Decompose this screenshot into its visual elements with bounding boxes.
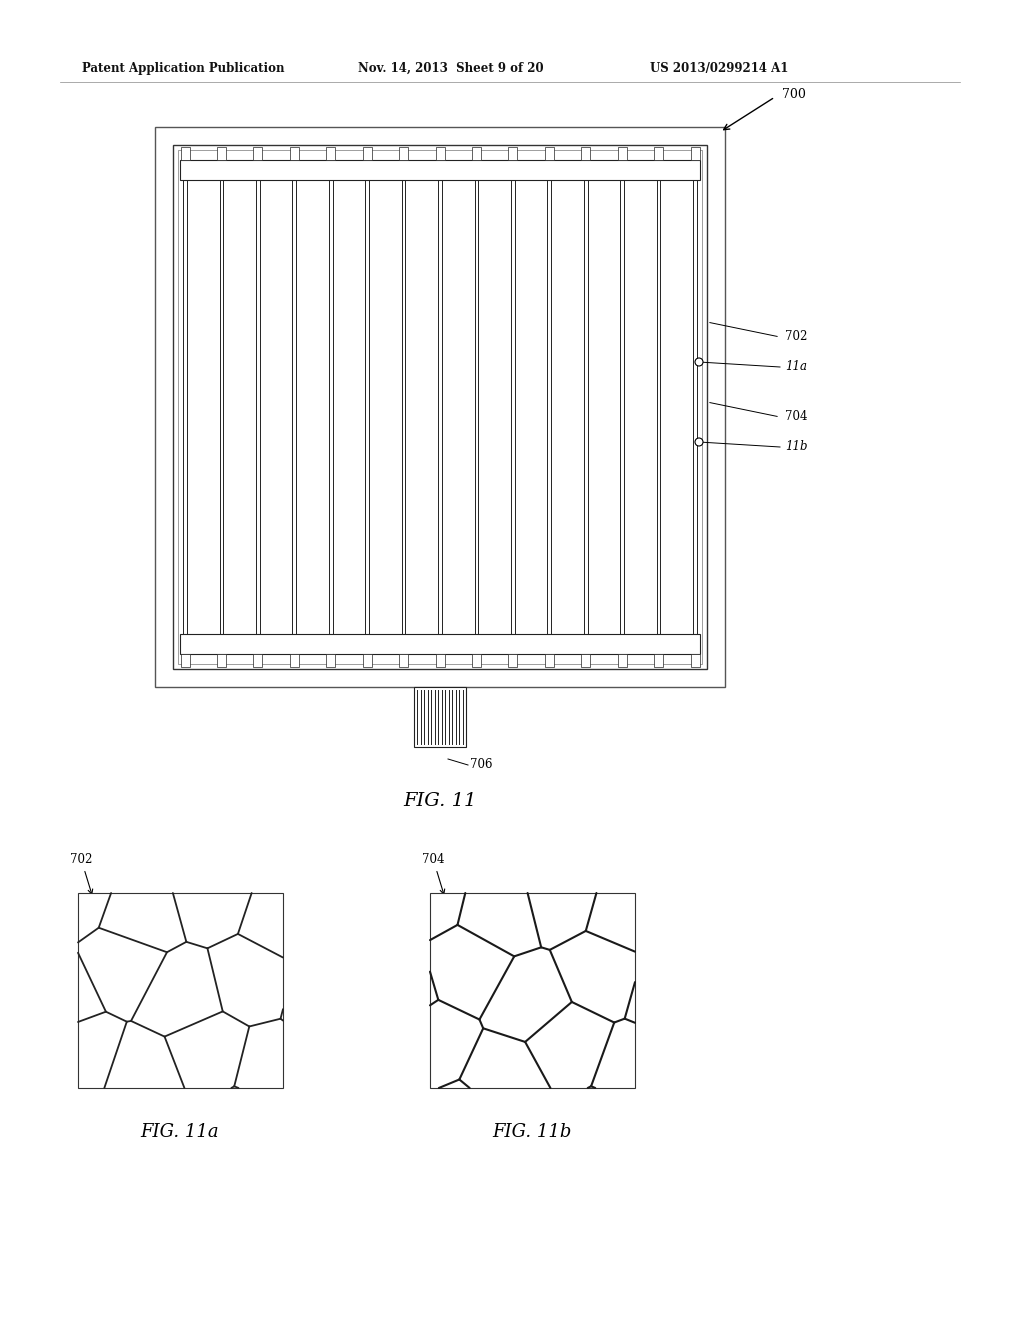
Bar bbox=[180, 147, 189, 160]
Bar bbox=[508, 147, 517, 160]
Bar bbox=[180, 160, 700, 180]
Bar bbox=[435, 147, 444, 160]
Bar bbox=[253, 653, 262, 667]
Bar bbox=[399, 653, 409, 667]
Bar bbox=[690, 147, 699, 160]
Text: 702: 702 bbox=[785, 330, 807, 343]
Circle shape bbox=[695, 438, 703, 446]
Bar bbox=[180, 634, 700, 653]
Text: 706: 706 bbox=[470, 759, 493, 771]
Bar bbox=[414, 686, 466, 747]
Bar bbox=[327, 653, 335, 667]
Bar bbox=[78, 894, 283, 1088]
Bar bbox=[582, 653, 590, 667]
Bar bbox=[290, 653, 299, 667]
Bar bbox=[545, 653, 554, 667]
Bar bbox=[217, 653, 226, 667]
Bar bbox=[654, 653, 664, 667]
Text: 704: 704 bbox=[785, 411, 808, 424]
Bar bbox=[173, 145, 707, 669]
Bar bbox=[617, 653, 627, 667]
Text: 700: 700 bbox=[782, 87, 806, 100]
Bar bbox=[582, 147, 590, 160]
Bar bbox=[217, 147, 226, 160]
Bar bbox=[654, 147, 664, 160]
Text: FIG. 11a: FIG. 11a bbox=[140, 1123, 219, 1140]
Bar bbox=[180, 653, 189, 667]
Text: FIG. 11b: FIG. 11b bbox=[493, 1123, 571, 1140]
Bar bbox=[472, 147, 481, 160]
Text: 11a: 11a bbox=[785, 360, 807, 374]
Bar bbox=[435, 653, 444, 667]
Text: 704: 704 bbox=[422, 853, 444, 894]
Text: 11b: 11b bbox=[785, 441, 808, 454]
Text: US 2013/0299214 A1: US 2013/0299214 A1 bbox=[650, 62, 788, 75]
Bar bbox=[155, 127, 725, 686]
Bar bbox=[253, 147, 262, 160]
Bar bbox=[362, 147, 372, 160]
Text: Patent Application Publication: Patent Application Publication bbox=[82, 62, 285, 75]
Bar bbox=[178, 150, 702, 664]
Text: FIG. 11: FIG. 11 bbox=[403, 792, 477, 810]
Bar bbox=[327, 147, 335, 160]
Bar bbox=[399, 147, 409, 160]
Bar bbox=[472, 653, 481, 667]
Bar bbox=[617, 147, 627, 160]
Text: 702: 702 bbox=[70, 853, 93, 894]
Bar bbox=[290, 147, 299, 160]
Text: Nov. 14, 2013  Sheet 9 of 20: Nov. 14, 2013 Sheet 9 of 20 bbox=[358, 62, 544, 75]
Bar bbox=[508, 653, 517, 667]
Bar bbox=[690, 653, 699, 667]
Circle shape bbox=[695, 358, 703, 366]
Bar bbox=[430, 894, 635, 1088]
Bar bbox=[545, 147, 554, 160]
Bar bbox=[362, 653, 372, 667]
